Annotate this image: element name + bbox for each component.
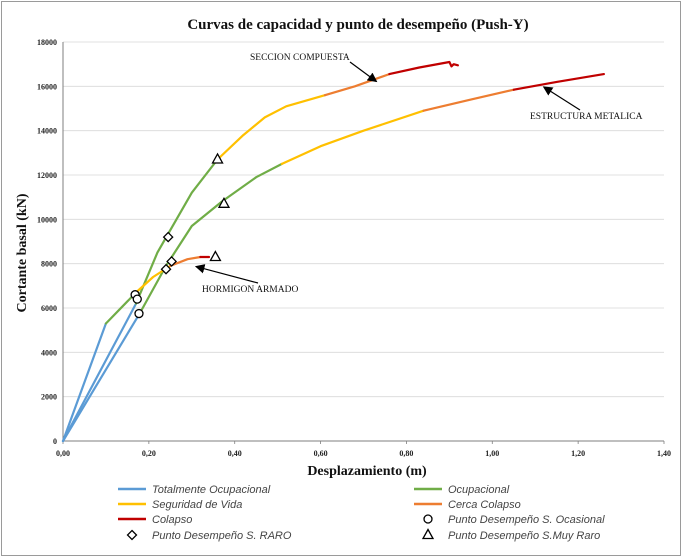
chart-title: Curvas de capacidad y punto de desempeño… (187, 17, 528, 33)
segment-colapso (388, 60, 459, 76)
annotation-arrow (542, 86, 581, 111)
y-tick-label: 2000 (41, 393, 57, 402)
segment-cerca-colapso (169, 255, 202, 267)
legend-label: Ocupacional (448, 484, 510, 496)
segment-colapso (512, 72, 606, 91)
legend-item-punto-desempe-o-s-ocasional: Punto Desempeño S. Ocasional (423, 514, 605, 526)
legend-item-punto-desempe-o-s-raro: Punto Desempeño S. RARO (126, 529, 292, 542)
legend-label: Punto Desempeño S. RARO (152, 530, 292, 542)
annotation-arrow (194, 264, 259, 284)
x-tick-labels: 0,00 0,20 0,40 0,60 0,80 1,00 1,20 1,40 (56, 449, 671, 458)
point-diamond (166, 256, 178, 267)
x-tick-label: 1,20 (571, 449, 585, 458)
annotation-text: ESTRUCTURA METALICA (530, 112, 643, 122)
points-punto-desempe-o-s-ocasional (130, 290, 144, 319)
curve-annotations: SECCION COMPUESTA ESTRUCTURA METALICA HORM… (194, 53, 643, 295)
segment-ocupacional (134, 158, 219, 305)
performance-points (130, 152, 231, 319)
x-tick-label: 0,20 (142, 449, 156, 458)
legend-item-ocupacional: Ocupacional (414, 484, 510, 496)
segment-ocupacional (139, 162, 283, 314)
legend-marker (126, 529, 138, 541)
segment-cerca-colapso (422, 88, 515, 112)
y-tick-label: 10000 (37, 215, 57, 224)
y-tick-label: 16000 (37, 82, 57, 91)
points-punto-desempe-o-s-muy-raro (209, 152, 231, 262)
x-tick-label: 0,40 (228, 449, 242, 458)
legend-item-punto-desempe-o-s-muy-raro: Punto Desempeño S.Muy Raro (421, 528, 600, 542)
x-tick-label: 0,80 (399, 449, 413, 458)
point-circle (132, 294, 142, 304)
annotation-seccion-compuesta: SECCION COMPUESTA (250, 53, 378, 83)
y-tick-label: 0 (53, 437, 57, 446)
legend-label: Colapso (152, 514, 192, 526)
segment-ocupacional (104, 291, 138, 325)
y-axis-label: Cortante basal (kN) (15, 193, 30, 312)
y-tick-label: 8000 (41, 260, 57, 269)
y-tick-label: 4000 (41, 348, 57, 357)
x-axis-label: Desplazamiento (m) (307, 464, 427, 479)
curve-estructura-metalica (61, 72, 606, 443)
y-tick-label: 12000 (37, 171, 57, 180)
segment-totalmente-ocupacional (61, 302, 138, 443)
point-triangle (211, 152, 224, 164)
curve-seccion-compuesta (61, 60, 459, 443)
legend-label: Cerca Colapso (448, 499, 521, 511)
legend-item-totalmente-ocupacional: Totalmente Ocupacional (118, 484, 271, 496)
y-tick-labels: 0 2000 4000 6000 8000 10000 12000 14000 16000 180… (37, 38, 57, 446)
point-diamond (160, 263, 172, 275)
y-tick-label: 6000 (41, 304, 57, 313)
segment-totalmente-ocupacional (61, 311, 142, 443)
point-triangle (209, 250, 222, 262)
y-tick-label: 18000 (37, 38, 57, 47)
legend-label: Seguridad de Vida (152, 499, 242, 511)
legend-marker (421, 528, 435, 540)
x-tick-label: 1,40 (657, 449, 671, 458)
annotation-estructura-metalica: ESTRUCTURA METALICA (530, 86, 643, 122)
x-tick-label: 0,60 (314, 449, 328, 458)
legend-item-seguridad-de-vida: Seguridad de Vida (118, 499, 242, 511)
x-tick-label: 0,00 (56, 449, 70, 458)
segment-totalmente-ocupacional (61, 322, 108, 443)
annotation-arrow (349, 61, 378, 83)
annotation-text: HORMIGON ARMADO (202, 285, 298, 295)
legend-item-cerca-colapso: Cerca Colapso (414, 499, 521, 511)
curve-hormigon-armado (61, 255, 211, 443)
legend-marker (423, 514, 433, 524)
capacity-curves (61, 60, 606, 443)
annotation-text: SECCION COMPUESTA (250, 53, 350, 63)
legend: Totalmente Ocupacional Ocupacional Segurid… (118, 484, 605, 542)
x-tick-label: 1,00 (485, 449, 499, 458)
annotation-hormigon-armado: HORMIGON ARMADO (194, 264, 298, 295)
segment-seguridad-de-vida (280, 109, 425, 165)
legend-label: Punto Desempeño S. Ocasional (448, 514, 605, 526)
segment-seguridad-de-vida (216, 94, 326, 161)
grid-lines (63, 41, 664, 398)
point-circle (134, 308, 144, 319)
segment-cerca-colapso (323, 72, 391, 97)
legend-label: Totalmente Ocupacional (152, 484, 271, 496)
point-triangle (217, 196, 231, 208)
points-punto-desempe-o-s-raro (160, 231, 178, 275)
legend-label: Punto Desempeño S.Muy Raro (448, 530, 600, 542)
axes (62, 42, 665, 444)
legend-item-colapso: Colapso (118, 514, 192, 526)
point-diamond (162, 231, 174, 243)
y-tick-label: 14000 (37, 127, 57, 136)
